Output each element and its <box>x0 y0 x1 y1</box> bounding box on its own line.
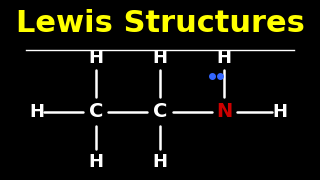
Text: C: C <box>153 102 167 121</box>
Text: H: H <box>273 103 288 121</box>
Text: H: H <box>153 153 167 171</box>
Text: H: H <box>217 49 232 67</box>
Text: H: H <box>30 103 45 121</box>
Text: C: C <box>89 102 103 121</box>
Text: H: H <box>88 49 103 67</box>
Text: N: N <box>216 102 232 121</box>
Text: H: H <box>153 49 167 67</box>
Text: H: H <box>88 153 103 171</box>
Text: Lewis Structures: Lewis Structures <box>16 9 304 38</box>
